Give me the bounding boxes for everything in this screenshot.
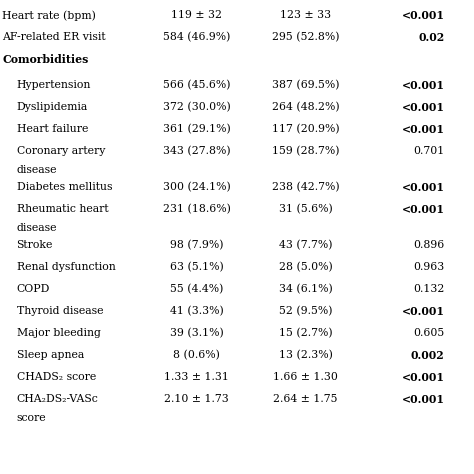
Text: 361 (29.1%): 361 (29.1%) xyxy=(163,124,230,134)
Text: disease: disease xyxy=(17,223,57,233)
Text: 41 (3.3%): 41 (3.3%) xyxy=(170,306,224,316)
Text: 300 (24.1%): 300 (24.1%) xyxy=(163,182,230,192)
Text: 372 (30.0%): 372 (30.0%) xyxy=(163,102,230,112)
Text: Dyslipidemia: Dyslipidemia xyxy=(17,102,88,112)
Text: 159 (28.7%): 159 (28.7%) xyxy=(272,146,339,156)
Text: Sleep apnea: Sleep apnea xyxy=(17,350,84,360)
Text: 31 (5.6%): 31 (5.6%) xyxy=(279,204,333,214)
Text: 0.896: 0.896 xyxy=(413,240,445,250)
Text: <0.001: <0.001 xyxy=(402,306,445,317)
Text: Thyroid disease: Thyroid disease xyxy=(17,306,103,316)
Text: <0.001: <0.001 xyxy=(402,10,445,21)
Text: 0.605: 0.605 xyxy=(413,328,445,338)
Text: AF-related ER visit: AF-related ER visit xyxy=(2,32,106,42)
Text: Renal dysfunction: Renal dysfunction xyxy=(17,262,115,272)
Text: 123 ± 33: 123 ± 33 xyxy=(280,10,331,20)
Text: 0.701: 0.701 xyxy=(413,146,445,156)
Text: score: score xyxy=(17,413,46,423)
Text: 387 (69.5%): 387 (69.5%) xyxy=(272,80,339,91)
Text: 231 (18.6%): 231 (18.6%) xyxy=(163,204,231,214)
Text: 1.66 ± 1.30: 1.66 ± 1.30 xyxy=(273,372,338,382)
Text: 117 (20.9%): 117 (20.9%) xyxy=(272,124,339,134)
Text: 2.10 ± 1.73: 2.10 ± 1.73 xyxy=(164,394,229,404)
Text: <0.001: <0.001 xyxy=(402,182,445,193)
Text: 34 (6.1%): 34 (6.1%) xyxy=(279,284,333,294)
Text: 584 (46.9%): 584 (46.9%) xyxy=(163,32,230,42)
Text: 343 (27.8%): 343 (27.8%) xyxy=(163,146,230,156)
Text: 55 (4.4%): 55 (4.4%) xyxy=(170,284,223,294)
Text: 0.002: 0.002 xyxy=(411,350,445,361)
Text: 0.963: 0.963 xyxy=(413,262,445,272)
Text: 13 (2.3%): 13 (2.3%) xyxy=(279,350,333,360)
Text: Rheumatic heart: Rheumatic heart xyxy=(17,204,108,214)
Text: <0.001: <0.001 xyxy=(402,394,445,405)
Text: 238 (42.7%): 238 (42.7%) xyxy=(272,182,339,192)
Text: 2.64 ± 1.75: 2.64 ± 1.75 xyxy=(273,394,338,404)
Text: 52 (9.5%): 52 (9.5%) xyxy=(279,306,332,316)
Text: disease: disease xyxy=(17,165,57,175)
Text: 15 (2.7%): 15 (2.7%) xyxy=(279,328,333,338)
Text: CHADS₂ score: CHADS₂ score xyxy=(17,372,96,382)
Text: 1.33 ± 1.31: 1.33 ± 1.31 xyxy=(164,372,229,382)
Text: <0.001: <0.001 xyxy=(402,124,445,135)
Text: Stroke: Stroke xyxy=(17,240,53,250)
Text: 98 (7.9%): 98 (7.9%) xyxy=(170,240,223,250)
Text: <0.001: <0.001 xyxy=(402,102,445,113)
Text: Comorbidities: Comorbidities xyxy=(2,54,89,65)
Text: COPD: COPD xyxy=(17,284,50,294)
Text: 8 (0.6%): 8 (0.6%) xyxy=(173,350,220,360)
Text: Coronary artery: Coronary artery xyxy=(17,146,105,156)
Text: Major bleeding: Major bleeding xyxy=(17,328,100,338)
Text: Diabetes mellitus: Diabetes mellitus xyxy=(17,182,112,192)
Text: 43 (7.7%): 43 (7.7%) xyxy=(279,240,332,250)
Text: 264 (48.2%): 264 (48.2%) xyxy=(272,102,339,112)
Text: <0.001: <0.001 xyxy=(402,204,445,215)
Text: 0.02: 0.02 xyxy=(419,32,445,43)
Text: CHA₂DS₂-VASc: CHA₂DS₂-VASc xyxy=(17,394,98,404)
Text: 28 (5.0%): 28 (5.0%) xyxy=(279,262,333,272)
Text: 0.132: 0.132 xyxy=(413,284,445,294)
Text: Heart failure: Heart failure xyxy=(17,124,88,134)
Text: 39 (3.1%): 39 (3.1%) xyxy=(170,328,224,338)
Text: 566 (45.6%): 566 (45.6%) xyxy=(163,80,230,91)
Text: 63 (5.1%): 63 (5.1%) xyxy=(170,262,224,272)
Text: Hypertension: Hypertension xyxy=(17,80,91,90)
Text: <0.001: <0.001 xyxy=(402,80,445,91)
Text: 119 ± 32: 119 ± 32 xyxy=(171,10,222,20)
Text: <0.001: <0.001 xyxy=(402,372,445,383)
Text: 295 (52.8%): 295 (52.8%) xyxy=(272,32,339,42)
Text: Heart rate (bpm): Heart rate (bpm) xyxy=(2,10,96,20)
